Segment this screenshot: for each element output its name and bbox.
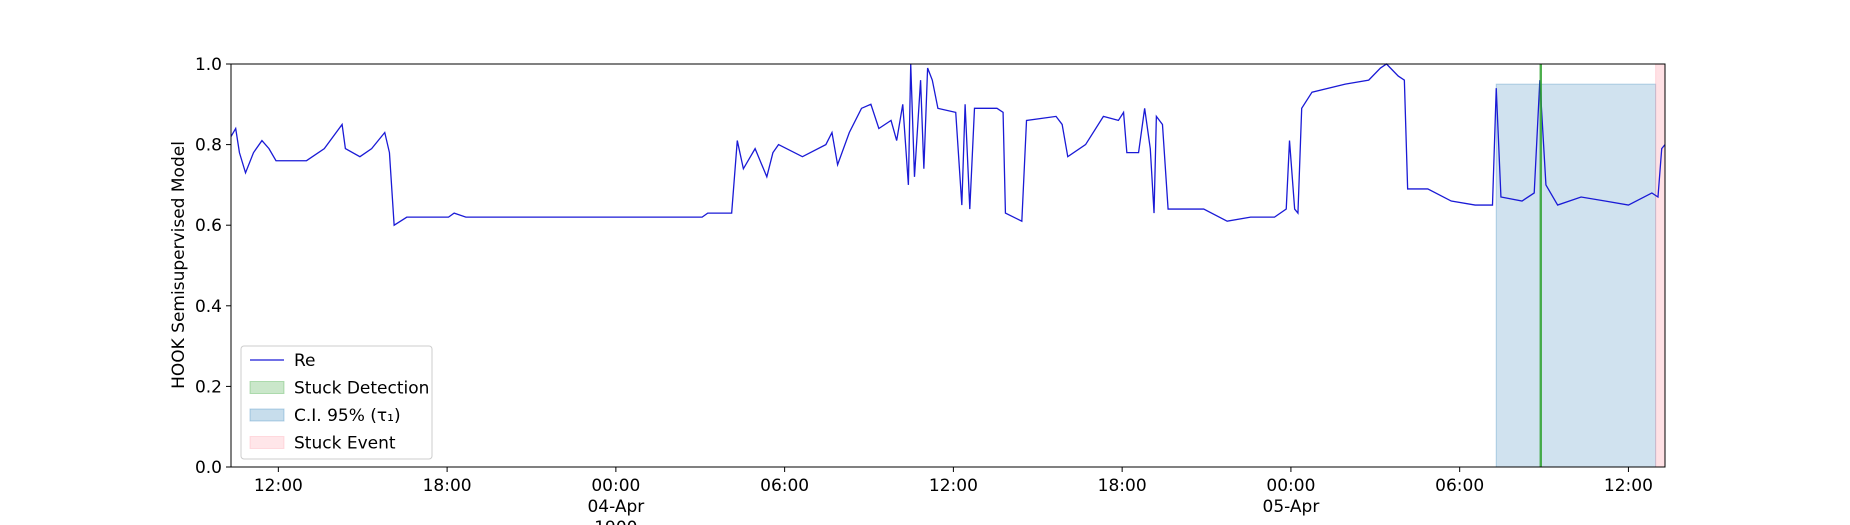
span (1539, 64, 1542, 467)
y-tick-label: 0.2 (195, 377, 222, 397)
x-tick-label: 12:00 (254, 476, 303, 496)
x-tick-label: 00:00 05-Apr (1263, 476, 1320, 517)
legend-label: C.I. 95% (τ₁) (294, 406, 401, 426)
span (1495, 83, 1657, 468)
legend-box (240, 345, 433, 460)
y-tick-label: 0.8 (195, 136, 222, 156)
legend-label: Stuck Event (294, 434, 396, 454)
legend-patch (249, 408, 285, 422)
data-line (230, 63, 1666, 227)
x-tick-label: 18:00 (1098, 476, 1147, 496)
x-tick-label: 12:00 (1604, 476, 1653, 496)
y-tick-label: 1.0 (195, 55, 222, 75)
y-axis-label: HOOK Semisupervised Model (169, 141, 189, 389)
span (1655, 63, 1666, 468)
y-tick-label: 0.6 (195, 216, 222, 236)
x-tick-label: 12:00 (929, 476, 978, 496)
x-tick-label: 06:00 (1435, 476, 1484, 496)
legend-patch (249, 436, 285, 449)
y-tick-label: 0.4 (195, 297, 222, 317)
x-tick-label: 06:00 (760, 476, 809, 496)
x-tick-label: 18:00 (423, 476, 472, 496)
legend-label: Re (294, 351, 316, 371)
legend-patch (249, 381, 285, 394)
plot-frame (230, 63, 1666, 468)
y-tick-label: 0.0 (195, 458, 222, 478)
legend-label: Stuck Detection (294, 379, 429, 399)
